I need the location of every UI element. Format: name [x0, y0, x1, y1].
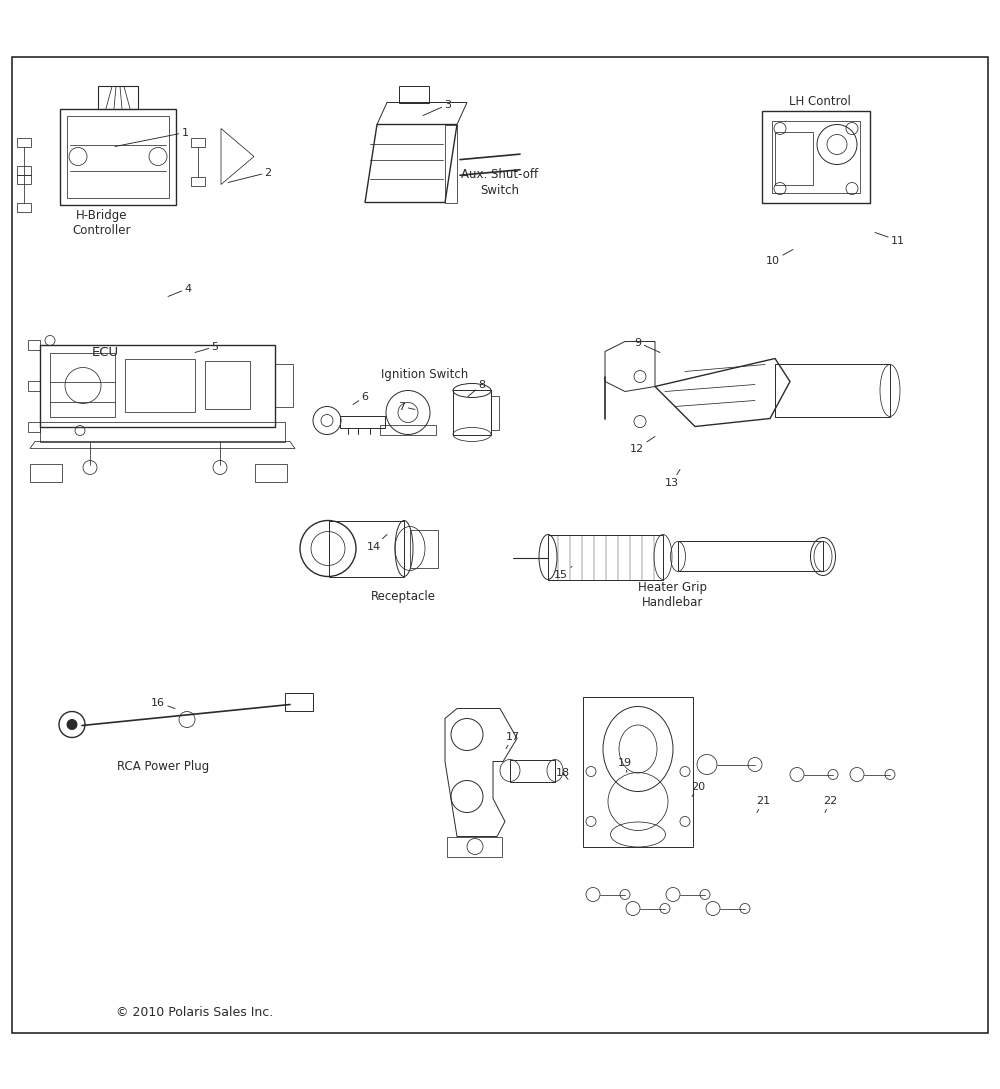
Bar [583, 697, 693, 846]
Bar [447, 836, 502, 857]
Text: 7: 7 [398, 402, 415, 412]
Text: 2: 2 [228, 168, 272, 183]
Bar [50, 353, 115, 416]
Text: 9: 9 [634, 338, 660, 353]
Text: 11: 11 [875, 232, 905, 245]
Bar [775, 133, 813, 184]
Bar [125, 359, 195, 412]
Text: 5: 5 [195, 342, 218, 353]
Text: 14: 14 [367, 535, 387, 551]
Text: 13: 13 [665, 469, 680, 488]
Text: 4: 4 [168, 283, 192, 296]
Text: Receptacle: Receptacle [370, 590, 436, 603]
Text: 10: 10 [766, 249, 793, 266]
Text: 3: 3 [423, 99, 452, 115]
Text: 15: 15 [554, 566, 572, 579]
Bar [30, 464, 62, 481]
Bar [17, 137, 31, 147]
Text: 6: 6 [353, 392, 368, 404]
Text: Heater Grip
Handlebar: Heater Grip Handlebar [639, 580, 708, 609]
Text: 12: 12 [630, 437, 655, 453]
Text: H-Bridge
Controller: H-Bridge Controller [73, 208, 131, 236]
Text: 19: 19 [618, 758, 632, 772]
Bar [191, 176, 205, 185]
Bar [410, 530, 438, 568]
Text: Aux. Shut-off
Switch: Aux. Shut-off Switch [461, 169, 539, 196]
Bar [340, 416, 385, 428]
Bar [205, 362, 250, 408]
Bar [40, 344, 275, 427]
Bar [772, 121, 860, 193]
Bar [17, 174, 31, 184]
Text: 16: 16 [151, 697, 175, 709]
Bar [762, 110, 870, 203]
Bar [17, 166, 31, 174]
Bar [380, 425, 436, 435]
Bar [40, 421, 285, 441]
Bar [453, 391, 491, 435]
Bar [28, 380, 40, 391]
Bar [67, 115, 169, 197]
Text: LH Control: LH Control [789, 95, 851, 108]
Bar [255, 464, 287, 481]
Text: 21: 21 [756, 796, 770, 812]
Bar [285, 693, 313, 710]
Text: 17: 17 [506, 733, 520, 748]
Bar [275, 365, 293, 406]
Text: Ignition Switch: Ignition Switch [381, 368, 469, 381]
Text: 18: 18 [556, 768, 570, 780]
Bar [329, 521, 404, 576]
Text: 1: 1 [115, 127, 188, 147]
Bar [678, 541, 823, 572]
Circle shape [67, 720, 77, 730]
Text: RCA Power Plug: RCA Power Plug [117, 760, 209, 773]
Text: © 2010 Polaris Sales Inc.: © 2010 Polaris Sales Inc. [116, 1006, 274, 1019]
Bar [510, 759, 555, 782]
Text: ECU: ECU [91, 346, 119, 359]
Bar [548, 535, 663, 579]
Text: 20: 20 [691, 782, 705, 796]
Text: 22: 22 [823, 796, 837, 812]
Bar [399, 86, 429, 102]
Bar [17, 203, 31, 211]
Bar [191, 137, 205, 147]
Bar [491, 395, 499, 429]
Bar [775, 365, 890, 416]
Text: 8: 8 [468, 379, 486, 396]
Bar [28, 421, 40, 431]
Bar [60, 109, 176, 205]
Bar [98, 86, 138, 109]
Bar [28, 340, 40, 350]
